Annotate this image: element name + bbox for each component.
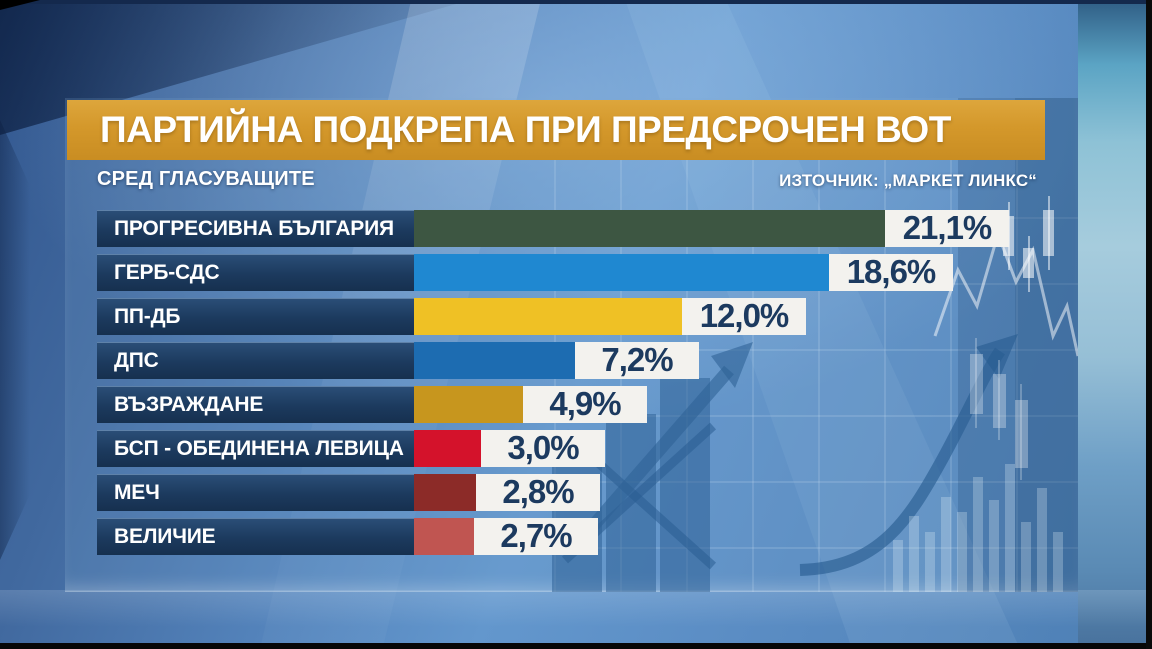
- frame-edge-top: [0, 0, 1152, 4]
- histogram-deco: [893, 464, 1063, 592]
- value-badge: 4,9%: [523, 385, 647, 423]
- bar: [414, 430, 481, 467]
- frame-edge-bottom: [0, 643, 1152, 649]
- frame-corner-black: [0, 0, 40, 10]
- party-label: ДПС: [97, 342, 414, 379]
- party-label: ГЕРБ-СДС: [97, 254, 414, 291]
- value-badge: 2,7%: [474, 517, 598, 555]
- bar: [414, 254, 829, 291]
- bar-row: МЕЧ 2,8%: [97, 473, 1009, 511]
- title-bar: ПАРТИЙНА ПОДКРЕПА ПРИ ПРЕДСРОЧЕН ВОТ: [67, 100, 1045, 160]
- value-badge: 7,2%: [575, 341, 699, 379]
- bar-row: ГЕРБ-СДС 18,6%: [97, 253, 1009, 291]
- party-label: ПРОГРЕСИВНА БЪЛГАРИЯ: [97, 210, 414, 247]
- bar-row: ПРОГРЕСИВНА БЪЛГАРИЯ 21,1%: [97, 209, 1009, 247]
- bar: [414, 342, 575, 379]
- value-badge: 21,1%: [885, 209, 1009, 247]
- bar-row: ВЪЗРАЖДАНЕ 4,9%: [97, 385, 1009, 423]
- value-badge: 3,0%: [481, 429, 605, 467]
- background-dark-left-edge: [0, 120, 30, 560]
- bar-row: ВЕЛИЧИЕ 2,7%: [97, 517, 1009, 555]
- line-chart-deco: [933, 229, 1078, 357]
- value-badge: 18,6%: [829, 253, 953, 291]
- up-arrow-left: [588, 342, 753, 531]
- value-badge: 2,8%: [476, 473, 600, 511]
- bar: [414, 298, 682, 335]
- bar-row: ДПС 7,2%: [97, 341, 1009, 379]
- bar: [414, 386, 523, 423]
- dark-column: [958, 98, 1078, 592]
- party-label: БСП - ОБЕДИНЕНА ЛЕВИЦА: [97, 430, 414, 467]
- source-label: ИЗТОЧНИК: „МАРКЕТ ЛИНКС“: [779, 171, 1037, 190]
- up-arrow-right: [799, 334, 1018, 576]
- chart-subtitle: СРЕД ГЛАСУВАЩИТЕ: [97, 168, 315, 190]
- party-label: МЕЧ: [97, 474, 414, 511]
- party-label: ВЕЛИЧИЕ: [97, 518, 414, 555]
- value-badge: 12,0%: [682, 297, 806, 335]
- bar: [414, 210, 885, 247]
- bar: [414, 474, 476, 511]
- frame-edge-right: [1146, 0, 1152, 649]
- bar: [414, 518, 474, 555]
- bar-row: ПП-ДБ 12,0%: [97, 297, 1009, 335]
- bar-rows: ПРОГРЕСИВНА БЪЛГАРИЯ 21,1% ГЕРБ-СДС 18,6% ПП…: [97, 209, 1009, 555]
- party-label: ВЪЗРАЖДАНЕ: [97, 386, 414, 423]
- bar-row: БСП - ОБЕДИНЕНА ЛЕВИЦА 3,0%: [97, 429, 1009, 467]
- background-right-band: [1078, 0, 1152, 649]
- party-label: ПП-ДБ: [97, 298, 414, 335]
- page-title: ПАРТИЙНА ПОДКРЕПА ПРИ ПРЕДСРОЧЕН ВОТ: [100, 109, 951, 150]
- background-bottom-band: [0, 590, 1152, 636]
